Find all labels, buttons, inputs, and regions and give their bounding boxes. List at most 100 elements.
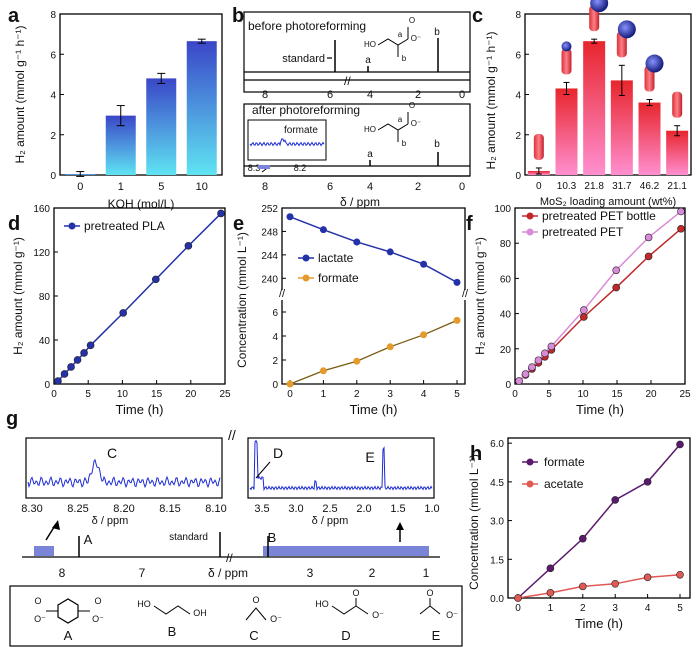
nanorod-icon <box>561 48 572 75</box>
f-point <box>541 349 549 358</box>
panel-h-ylabel: Concentration (mmol L⁻¹) <box>467 454 481 590</box>
panel-f-xtick-label: 25 <box>679 389 691 400</box>
b-mol-o-minus: O⁻ <box>411 119 421 128</box>
panel-a: 0 2 4 6 8 0 1 5 10 KOH (mol/L) H₂ amount (mmol g⁻¹… <box>13 10 223 211</box>
panel-a-ylabel: H₂ amount (mmol g⁻¹ h⁻¹) <box>13 25 27 163</box>
h-point <box>578 582 587 591</box>
b-peak-label-b: b <box>434 27 440 38</box>
panel-a-xtick-label: 10 <box>196 181 208 193</box>
bar-koh-5 <box>146 78 177 175</box>
g-peak-label-E: E <box>365 449 374 465</box>
b-molecule-bottom <box>377 112 409 142</box>
g-peak-label-B: B <box>268 530 277 545</box>
panel-f-xtick-label: 5 <box>546 389 552 400</box>
d-point <box>152 275 160 284</box>
panel-h-xtick-label: 0 <box>515 603 521 614</box>
panel-h-ytick-label: 3.0 <box>490 517 504 528</box>
panel-f-ytick-label: 40 <box>500 310 512 321</box>
panel-a-ytick-label: 0 <box>50 171 56 182</box>
struct-D-HO: HO <box>315 599 329 609</box>
d-point <box>119 309 127 317</box>
panel-c-xtick-label: 0 <box>536 181 542 192</box>
f-point <box>612 283 621 292</box>
panel-f-xtick-label: 15 <box>611 389 623 400</box>
panel-d-ytick-label: 160 <box>33 204 50 215</box>
g-arrowhead <box>396 522 404 530</box>
panel-a-xlabel: KOH (mol/L) <box>108 197 175 211</box>
g-peak-label-A: A <box>84 532 93 547</box>
panel-c-xtick-label: 10.3 <box>557 181 577 192</box>
panel-d: 0 40 80 120 160 0 5 10 15 20 25 pretreated PLA Time … <box>11 204 231 417</box>
g-inset2-frame <box>247 437 435 499</box>
g-inset1-tick: 8.25 <box>67 503 88 515</box>
panel-d-xtick-label: 0 <box>51 389 57 400</box>
b-inset-formate: formate <box>284 125 318 136</box>
g-region-1 <box>34 546 54 556</box>
panel-letter-b: b <box>232 5 244 27</box>
panel-letter-a: a <box>8 5 20 27</box>
panel-a-xtick-label: 5 <box>158 181 164 193</box>
b-peak-label-a2: a <box>367 149 373 160</box>
struct-B-OH: OH <box>193 608 207 618</box>
g-inset2-trace <box>249 439 433 492</box>
b-inset-tick: 8.3 <box>248 163 261 173</box>
h-point <box>611 496 620 504</box>
struct-label-E: E <box>432 628 441 643</box>
panel-h-frame <box>507 437 691 599</box>
e-top-frame <box>281 207 466 290</box>
h-legend-label-0: formate <box>544 455 585 469</box>
e-formate-point <box>319 367 327 375</box>
h-legend-marker <box>526 458 534 466</box>
panel-h-ytick-label: 6.0 <box>490 439 504 450</box>
bar-mos2-46.2 <box>638 102 661 175</box>
panel-d-xtick-label: 15 <box>151 389 163 400</box>
panel-c-xtick-label: 21.8 <box>584 181 604 192</box>
f-point <box>534 356 543 365</box>
struct-C-Ominus: O⁻ <box>270 614 282 624</box>
panel-h-ytick-label: 0.0 <box>490 594 504 605</box>
b-axis-break: // <box>344 74 351 88</box>
h-point <box>578 534 587 543</box>
panel-a-ytick-label: 8 <box>50 10 56 21</box>
panel-d-ytick-label: 40 <box>39 336 51 347</box>
panel-h: 0.0 1.5 3.0 4.5 6.0 0 1 2 3 4 5 formate acetate Time … <box>467 437 691 631</box>
b-mol-a: a <box>398 30 403 39</box>
b-inset-tick: 8.2 <box>294 163 307 173</box>
b-mol-o: O <box>409 16 415 25</box>
b-mol-b: b <box>402 54 407 63</box>
struct-A-O: O <box>34 596 41 606</box>
e-axis-break: // <box>279 288 286 300</box>
panel-f-xtick-label: 20 <box>645 389 657 400</box>
b-xtick-bottom: 8 <box>262 181 268 193</box>
h-point <box>643 573 652 582</box>
f-point <box>612 266 621 275</box>
struct-B-HO: HO <box>137 599 151 609</box>
panel-c-frame <box>524 13 692 176</box>
f-point <box>644 252 653 261</box>
panel-c-xlabel: MoS₂ loading amount (wt%) <box>540 196 676 208</box>
structure-C-chain <box>245 607 267 621</box>
e-lactate-point <box>453 278 461 286</box>
e-lactate-point <box>420 260 428 268</box>
bar-mos2-21.1 <box>666 130 689 175</box>
struct-label-C: C <box>249 628 258 643</box>
panel-f-ytick-label: 0 <box>505 380 511 391</box>
b-mol-ho: HO <box>364 40 376 49</box>
f-legend-label-0: pretreated PET bottle <box>542 209 656 223</box>
e-xtick-label: 4 <box>421 389 427 400</box>
e-lactate-point <box>319 226 327 234</box>
e-xtick-label: 1 <box>321 389 327 400</box>
panel-f-ytick-label: 20 <box>500 345 512 356</box>
e-ytick-top-label: 244 <box>261 251 278 262</box>
d-point <box>217 209 225 218</box>
struct-C-O: O <box>252 595 259 605</box>
panel-f-ytick-label: 80 <box>500 239 512 250</box>
struct-D-O: O <box>352 588 359 598</box>
g-inset2-tick: 3.5 <box>254 503 269 515</box>
e-formate-point <box>453 316 461 324</box>
panel-f-frame <box>514 207 686 385</box>
b-xtick-bottom: 4 <box>367 181 373 193</box>
d-point <box>60 370 69 378</box>
